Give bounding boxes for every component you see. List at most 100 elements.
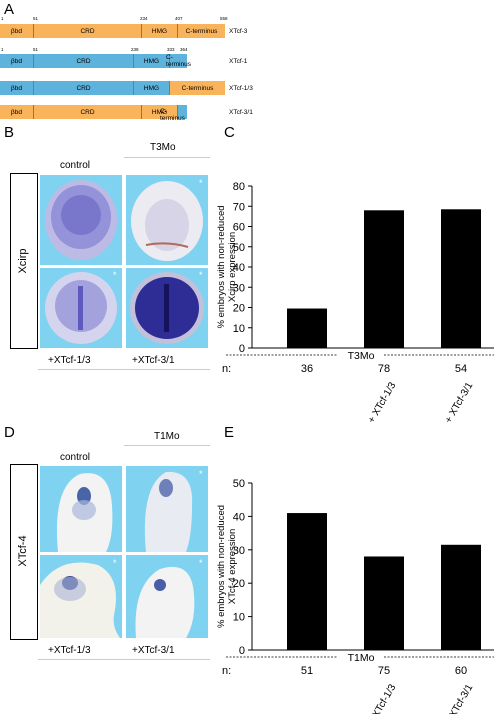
y-tick-label: 80 [233, 181, 245, 193]
segment-cterminus: C-terminus [169, 81, 225, 95]
segment-hmg: HMG [133, 81, 169, 95]
panel-label-a: A [4, 1, 15, 18]
domain-bar-xtcf1: βbd CRD HMG C-terminus [0, 54, 191, 68]
position-label: 558 [220, 16, 228, 21]
position-label: 51 [33, 16, 39, 21]
position-label: 51 [33, 47, 39, 52]
n-value: 60 [455, 665, 467, 677]
segment-cterminus-label: C-terminus [160, 108, 185, 122]
y-tick-label: 60 [233, 222, 245, 234]
embryo-image-rescue-31 [126, 268, 208, 348]
row-label-box [10, 464, 38, 640]
segment-hmg: HMG [141, 105, 177, 119]
column-label-control: control [60, 452, 91, 463]
segment-cterminus: C-terminus [166, 54, 191, 68]
embryo-illustration [45, 180, 117, 260]
n-label: n: [222, 363, 231, 375]
bar [441, 209, 481, 348]
panel-label-c: C [224, 124, 235, 141]
x-category-label: + XTcf-3/1 [443, 682, 475, 714]
embryo-illustration [135, 566, 195, 638]
y-tick-label: 40 [233, 511, 245, 523]
chart-e: 0 10 20 30 40 50 % embryos with non-reduced XTc… [216, 478, 494, 714]
y-tick-label: 10 [233, 323, 245, 335]
embryo-illustration [56, 473, 113, 552]
segment-bbd: βbd [0, 54, 33, 68]
column-rule [124, 445, 210, 446]
position-label: 333 [167, 47, 175, 52]
y-tick-label: 0 [239, 343, 245, 355]
y-axis-label: Xcirp expression [227, 232, 238, 302]
y-tick-label: 70 [233, 201, 245, 213]
embryo-illustration [40, 562, 120, 638]
segment-hmg: HMG [133, 54, 169, 68]
embryo-image-control [40, 466, 122, 552]
embryo-image-rescue-13 [40, 268, 122, 348]
group-label: T3Mo [348, 350, 375, 362]
significance-star: * [113, 558, 117, 568]
panel-label-e: E [224, 424, 235, 441]
embryo-image-morpholino [126, 466, 208, 552]
position-label: 364 [180, 47, 188, 52]
segment-bbd: βbd [0, 105, 33, 119]
segment-bbd: βbd [0, 24, 33, 38]
rescue-label-31: +XTcf-3/1 [132, 645, 175, 656]
embryo-image-rescue-31 [126, 555, 208, 638]
x-category-label: + XTcf-1/3 [366, 380, 398, 425]
column-label-morpholino: T1Mo [154, 431, 180, 442]
column-label-morpholino: T3Mo [150, 142, 176, 153]
embryo-illustration [45, 272, 117, 344]
x-category-label: + XTcf-3/1 [443, 380, 475, 425]
y-tick-label: 20 [233, 303, 245, 315]
significance-star: * [199, 178, 203, 188]
position-label: 239 [131, 47, 139, 52]
segment-cterminus: C-terminus [177, 24, 225, 38]
significance-star: * [199, 558, 203, 568]
y-tick-label: 30 [233, 282, 245, 294]
y-tick-label: 50 [233, 242, 245, 254]
embryo-illustration [131, 181, 203, 261]
panel-d-bottom-rule [38, 659, 210, 660]
panel-label-d: D [4, 424, 15, 441]
bar [364, 210, 404, 348]
n-value: 36 [301, 363, 313, 375]
column-label-control: control [60, 160, 91, 171]
n-value: 78 [378, 363, 390, 375]
construct-name: XTcf-1/3 [229, 85, 253, 92]
column-rule [124, 157, 210, 158]
y-tick-label: 0 [239, 645, 245, 657]
n-value: 75 [378, 665, 390, 677]
position-label: 1 [1, 16, 4, 21]
segment-hmg: HMG [141, 24, 177, 38]
y-tick-label: 40 [233, 262, 245, 274]
embryo-image-rescue-13 [40, 555, 122, 638]
n-value: 51 [301, 665, 313, 677]
segment-crd: CRD [33, 54, 133, 68]
embryo-image-morpholino [126, 175, 208, 265]
y-axis-label: XTcf-4 expression [227, 529, 238, 605]
domain-bar-xtcf3: βbd CRD HMG C-terminus [0, 24, 225, 38]
bar [287, 308, 327, 348]
y-axis-label: % embryos with non-reduced [216, 205, 227, 328]
domain-bar-xtcf31: βbd CRD HMG C-terminus [0, 105, 187, 122]
rescue-label-13: +XTcf-1/3 [48, 645, 91, 656]
embryo-illustration [130, 272, 204, 344]
group-label: T1Mo [348, 652, 375, 664]
position-label: 1 [1, 47, 4, 52]
y-tick-label: 20 [233, 578, 245, 590]
y-tick-label: 30 [233, 545, 245, 557]
row-label-box [10, 173, 38, 349]
y-tick-label: 50 [233, 478, 245, 490]
bar [364, 556, 404, 650]
n-label: n: [222, 665, 231, 677]
panel-b-bottom-rule [38, 369, 210, 370]
construct-name: XTcf-3/1 [229, 109, 253, 116]
segment-crd: CRD [33, 24, 141, 38]
construct-name: XTcf-1 [229, 58, 248, 65]
segment-bbd: βbd [0, 81, 33, 95]
bar [441, 544, 481, 650]
embryo-image-control [40, 175, 122, 265]
domain-bar-xtcf13: βbd CRD HMG C-terminus [0, 81, 225, 95]
y-tick-label: 10 [233, 612, 245, 624]
construct-name: XTcf-3 [229, 28, 248, 35]
